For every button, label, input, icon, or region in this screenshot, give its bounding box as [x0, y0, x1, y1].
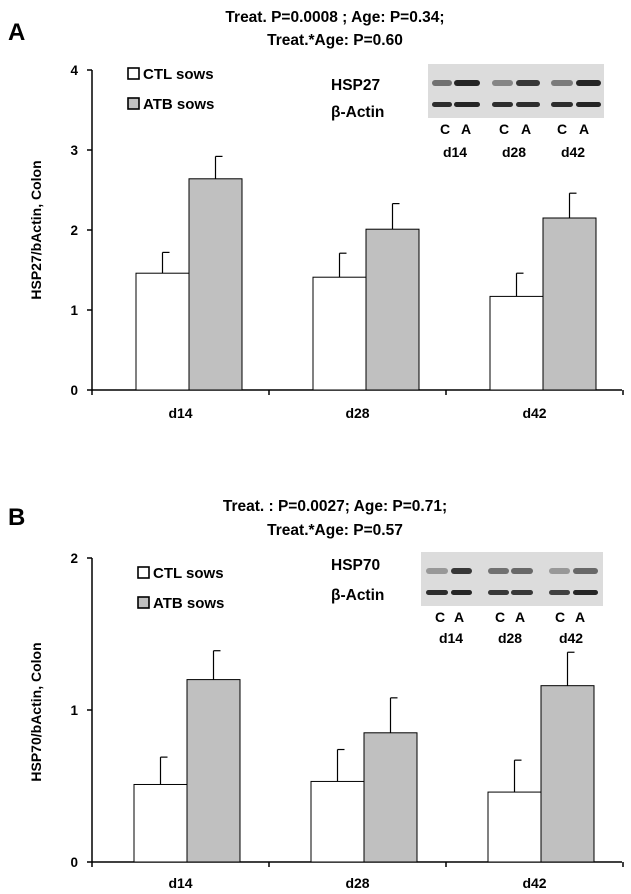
panel-a-blot-lane-label: A — [521, 121, 531, 137]
panel-b-y-tick-label: 2 — [70, 551, 78, 566]
panel-b-legend-label-ctl: CTL sows — [153, 565, 224, 582]
panel-a-y-axis-label: HSP27/bActin, Colon — [28, 160, 44, 299]
panel-a-category-label: d28 — [345, 405, 369, 421]
panel-a-bar-atb — [542, 217, 597, 391]
panel-b-title-line2: Treat.*Age: P=0.57 — [267, 522, 403, 539]
panel-a-blot-group-label: d14 — [443, 144, 467, 160]
panel-a-blot-band — [551, 102, 573, 107]
panel-b-blot-band — [549, 590, 570, 595]
panel-b-blot-group-label: d42 — [559, 630, 583, 646]
panel-b-blot-lane-label: A — [454, 609, 464, 625]
panel-a-y-tick-label: 3 — [70, 143, 78, 158]
panel-b-bar-atb — [540, 685, 595, 863]
panel-a-blot-band — [492, 102, 513, 107]
panel-a-blot-band — [576, 80, 601, 86]
panel-b-category-label: d42 — [522, 875, 546, 891]
panel-b-blot-band — [511, 590, 533, 595]
panel-b-bars — [133, 650, 595, 863]
panel-a-legend-label-ctl: CTL sows — [143, 66, 214, 83]
panel-a-bar-ctl — [489, 295, 544, 391]
panel-a-blot-band — [492, 80, 513, 86]
panel-a-blot-control-label: β-Actin — [331, 104, 384, 121]
panel-a-legend: CTL sows ATB sows — [127, 66, 214, 113]
panel-a-blot-band — [516, 80, 540, 86]
panel-a-blot-band — [551, 80, 573, 86]
panel-b-blot-band — [488, 568, 509, 574]
panel-a-y-tick-label: 0 — [70, 383, 78, 398]
panel-a-blot-lane-label: C — [440, 121, 450, 137]
panel-b-bar-atb — [363, 732, 418, 863]
panel-b-legend-label-atb: ATB sows — [153, 595, 224, 612]
panel-a-blot-band — [454, 80, 480, 86]
panel-a-bar-atb — [188, 178, 243, 391]
panel-a-blot-group-label: d28 — [502, 144, 526, 160]
panel-b-y-axis-label: HSP70/bActin, Colon — [28, 642, 44, 781]
panel-b-blot-band — [511, 568, 533, 574]
panel-b-blot-band — [549, 568, 570, 574]
panel-b-blot-control-label: β-Actin — [331, 587, 384, 604]
panel-a-title-line1: Treat. P=0.0008 ; Age: P=0.34; — [225, 9, 444, 26]
panel-a-blot-band — [432, 80, 452, 86]
panel-a-blot-band — [516, 102, 540, 107]
panel-b-blot-lane-label: A — [575, 609, 585, 625]
panel-a-bar-atb — [365, 228, 420, 391]
panel-b-legend-swatch-ctl — [137, 566, 150, 579]
panel-b-legend-swatch-atb — [137, 596, 150, 609]
panel-a-y-tick-label: 4 — [70, 63, 78, 78]
panel-b-category-label: d14 — [168, 875, 192, 891]
panel-a-legend-swatch-ctl — [127, 67, 140, 80]
panel-a-blot-image — [428, 64, 604, 118]
panel-a-y-tick-label: 1 — [70, 303, 78, 318]
panel-a-blot-group-label: d42 — [561, 144, 585, 160]
panel-a-blot-band — [432, 102, 452, 107]
panel-a-blot-lane-label: A — [461, 121, 471, 137]
panel-b-blot-band — [426, 568, 448, 574]
panel-a-y-tick-label: 2 — [70, 223, 78, 238]
panel-a-bar-ctl — [312, 276, 367, 391]
panel-b-blot-band — [451, 568, 472, 574]
panel-b-bar-ctl — [310, 780, 365, 863]
panel-b-blot-lane-label: A — [515, 609, 525, 625]
panel-b-blot-lane-label: C — [435, 609, 445, 625]
panel-b-title-line1: Treat. : P=0.0027; Age: P=0.71; — [223, 498, 447, 515]
panel-a-legend-label-atb: ATB sows — [143, 96, 214, 113]
panel-b-chart: B Treat. : P=0.0027; Age: P=0.71; Treat.… — [8, 498, 624, 891]
panel-b-blot-lane-label: C — [495, 609, 505, 625]
panel-b-bar-atb — [186, 679, 241, 863]
panel-a-category-label: d14 — [168, 405, 192, 421]
panel-b-bar-ctl — [487, 791, 542, 863]
panel-b-bar-ctl — [133, 783, 188, 863]
panel-a-chart: A Treat. P=0.0008 ; Age: P=0.34; Treat.*… — [8, 9, 624, 421]
panel-a-letter: A — [8, 19, 25, 46]
panel-a-title-line2: Treat.*Age: P=0.60 — [267, 32, 403, 49]
panel-b-blot-band — [426, 590, 448, 595]
panel-a-blot-band — [454, 102, 480, 107]
panel-b-blot-protein-label: HSP70 — [331, 557, 380, 574]
panel-b-blot-image — [421, 552, 603, 606]
panel-a-category-label: d42 — [522, 405, 546, 421]
panel-b-category-label: d28 — [345, 875, 369, 891]
panel-b-blot-group-label: d28 — [498, 630, 522, 646]
panel-b-blot-band — [573, 568, 598, 574]
panel-b-blot-band — [573, 590, 598, 595]
panel-b-y-tick-label: 1 — [70, 703, 78, 718]
panel-a-blot-protein-label: HSP27 — [331, 77, 380, 94]
panel-a-bars — [135, 155, 597, 391]
panel-a-blot-lane-label: C — [499, 121, 509, 137]
panel-b-blot-lane-label: C — [555, 609, 565, 625]
panel-a-blot-lane-label: A — [579, 121, 589, 137]
panel-b-blot-band — [488, 590, 509, 595]
panel-b-y-tick-label: 0 — [70, 855, 78, 870]
panel-a-legend-swatch-atb — [127, 97, 140, 110]
panel-a-blot-lane-label: C — [557, 121, 567, 137]
panel-b-letter: B — [8, 504, 25, 531]
panel-a-blot-band — [576, 102, 601, 107]
panel-a-bar-ctl — [135, 272, 190, 391]
panel-b-legend: CTL sows ATB sows — [137, 565, 224, 612]
panel-b-blot-band — [451, 590, 472, 595]
panel-b-blot-group-label: d14 — [439, 630, 463, 646]
